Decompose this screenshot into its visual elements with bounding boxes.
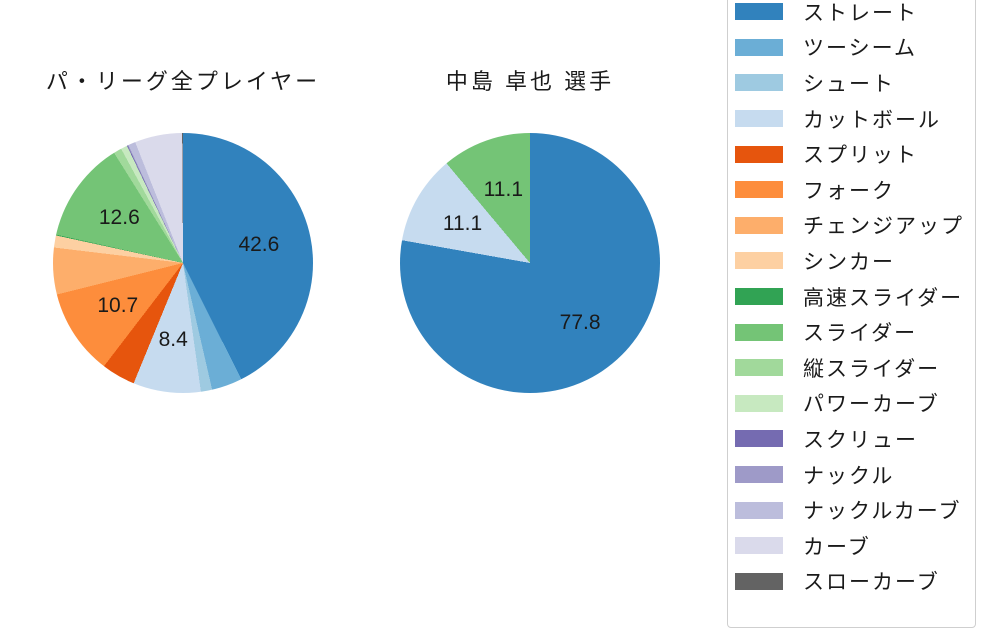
legend-label: フォーク <box>803 179 895 203</box>
legend-item: ナックルカーブ <box>735 492 975 528</box>
legend-item: シンカー <box>735 243 975 279</box>
figure: { "figure": { "background": "#ffffff", "… <box>45 0 976 628</box>
legend-item: ストレート <box>735 0 975 30</box>
legend-swatch <box>735 181 783 199</box>
legend-label: ナックル <box>803 464 895 488</box>
legend-item: 縦スライダー <box>735 350 975 386</box>
pie-percent-label: 42.6 <box>238 233 280 257</box>
legend-item: チェンジアップ <box>735 208 975 244</box>
legend-item: スプリット <box>735 136 975 172</box>
legend-swatch <box>735 3 783 21</box>
legend-swatch <box>735 145 783 163</box>
legend-swatch <box>735 430 783 448</box>
pie-percent-label: 11.1 <box>442 211 483 235</box>
legend-swatch <box>735 323 783 341</box>
legend-swatch <box>735 394 783 412</box>
legend-item: カーブ <box>735 528 975 564</box>
legend-label: カーブ <box>803 535 871 559</box>
legend-label: 高速スライダー <box>803 286 964 310</box>
legend-label: ストレート <box>803 1 918 25</box>
legend-item: パワーカーブ <box>735 386 975 422</box>
legend-swatch <box>735 501 783 519</box>
legend-item: スローカーブ <box>735 564 975 600</box>
legend-item: フォーク <box>735 172 975 208</box>
legend-swatch <box>735 38 783 56</box>
pie-percent-label: 77.8 <box>559 310 601 334</box>
legend-item: カットボール <box>735 101 975 137</box>
legend-item: 高速スライダー <box>735 279 975 315</box>
legend-label: ツーシーム <box>803 37 917 61</box>
legend-swatch <box>735 216 783 234</box>
legend-swatch <box>735 252 783 270</box>
pie-percent-label: 10.7 <box>97 293 139 317</box>
legend-label: チェンジアップ <box>803 215 964 239</box>
legend-label: スライダー <box>803 322 918 346</box>
legend-swatch <box>735 359 783 377</box>
legend-label: ナックルカーブ <box>803 500 962 524</box>
pie-percent-label: 12.6 <box>98 205 140 229</box>
pie-title-nakashima-takuya: 中島 卓也 選手 <box>445 69 615 94</box>
legend-label: 縦スライダー <box>803 357 941 381</box>
legend-swatch <box>735 288 783 306</box>
legend-label: スローカーブ <box>803 571 940 595</box>
legend-swatch <box>735 74 783 92</box>
pie-percent-label: 8.4 <box>158 328 188 352</box>
pie-pa-league-all-players: 42.6 8.4 10.7 12.6 <box>53 133 313 393</box>
legend-item: ツーシーム <box>735 30 975 66</box>
legend-item: シュート <box>735 65 975 101</box>
pie-nakashima-takuya: 77.8 11.1 11.1 <box>400 133 660 393</box>
pie-title-pa-league: パ・リーグ全プレイヤー <box>45 69 321 94</box>
legend-swatch <box>735 466 783 484</box>
legend-item: ナックル <box>735 457 975 493</box>
legend-label: パワーカーブ <box>803 393 940 417</box>
pie-percent-label: 11.1 <box>483 177 524 201</box>
legend-label: カットボール <box>803 108 941 132</box>
legend-swatch <box>735 572 783 590</box>
legend-swatch <box>735 537 783 555</box>
legend-label: スプリット <box>803 144 918 168</box>
legend-label: シュート <box>803 72 895 96</box>
legend-box: ストレートツーシームシュートカットボール スプリットフォークチェンジアップ シンカー… <box>727 0 976 628</box>
legend-swatch <box>735 110 783 128</box>
legend-label: シンカー <box>803 250 895 274</box>
legend-item: スクリュー <box>735 421 975 457</box>
legend-label: スクリュー <box>803 428 918 452</box>
legend-item: スライダー <box>735 314 975 350</box>
